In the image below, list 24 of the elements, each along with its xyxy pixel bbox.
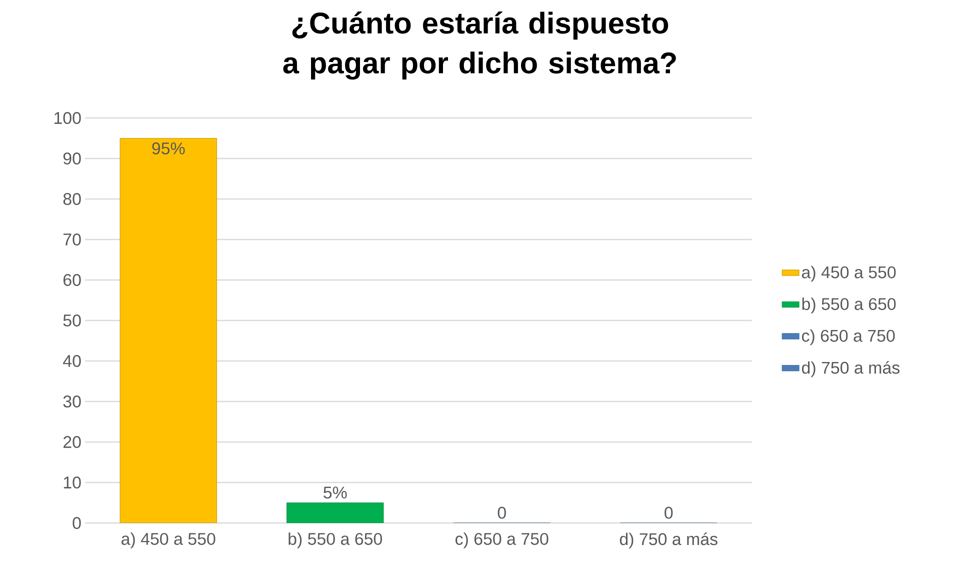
y-tick-label: 90 bbox=[63, 152, 81, 164]
chart-title: ¿Cuánto estaría dispuesto a pagar por dicho sistema? bbox=[283, 12, 676, 80]
y-tick-label: 80 bbox=[63, 192, 81, 205]
y-tick-label: 10 bbox=[64, 476, 81, 488]
y-tick-label: 60 bbox=[64, 274, 81, 286]
legend-label: d) 750 a más bbox=[802, 361, 900, 378]
x-tick-label: a) 450 a 550 bbox=[122, 532, 216, 548]
legend-label: c) 650 a 750 bbox=[802, 329, 895, 346]
y-tick-label: 0 bbox=[72, 516, 81, 529]
y-tick-label: 40 bbox=[63, 354, 81, 367]
x-tick-label: d) 750 a más bbox=[620, 532, 718, 548]
y-tick-label: 20 bbox=[64, 436, 81, 448]
data-label: 0 bbox=[664, 506, 673, 519]
legend-label: a) 450 a 550 bbox=[802, 266, 896, 282]
y-tick-label: 100 bbox=[54, 112, 81, 124]
x-tick-label: c) 650 a 750 bbox=[456, 532, 548, 548]
data-label: 0 bbox=[498, 506, 506, 519]
x-tick-label: b) 550 a 650 bbox=[288, 532, 382, 548]
data-label: 95% bbox=[152, 142, 185, 154]
y-tick-label: 30 bbox=[63, 395, 81, 408]
data-label: 5% bbox=[324, 486, 347, 499]
y-tick-label: 50 bbox=[63, 314, 81, 326]
legend-label: b) 550 a 650 bbox=[802, 298, 896, 314]
y-tick-label: 70 bbox=[64, 233, 81, 246]
